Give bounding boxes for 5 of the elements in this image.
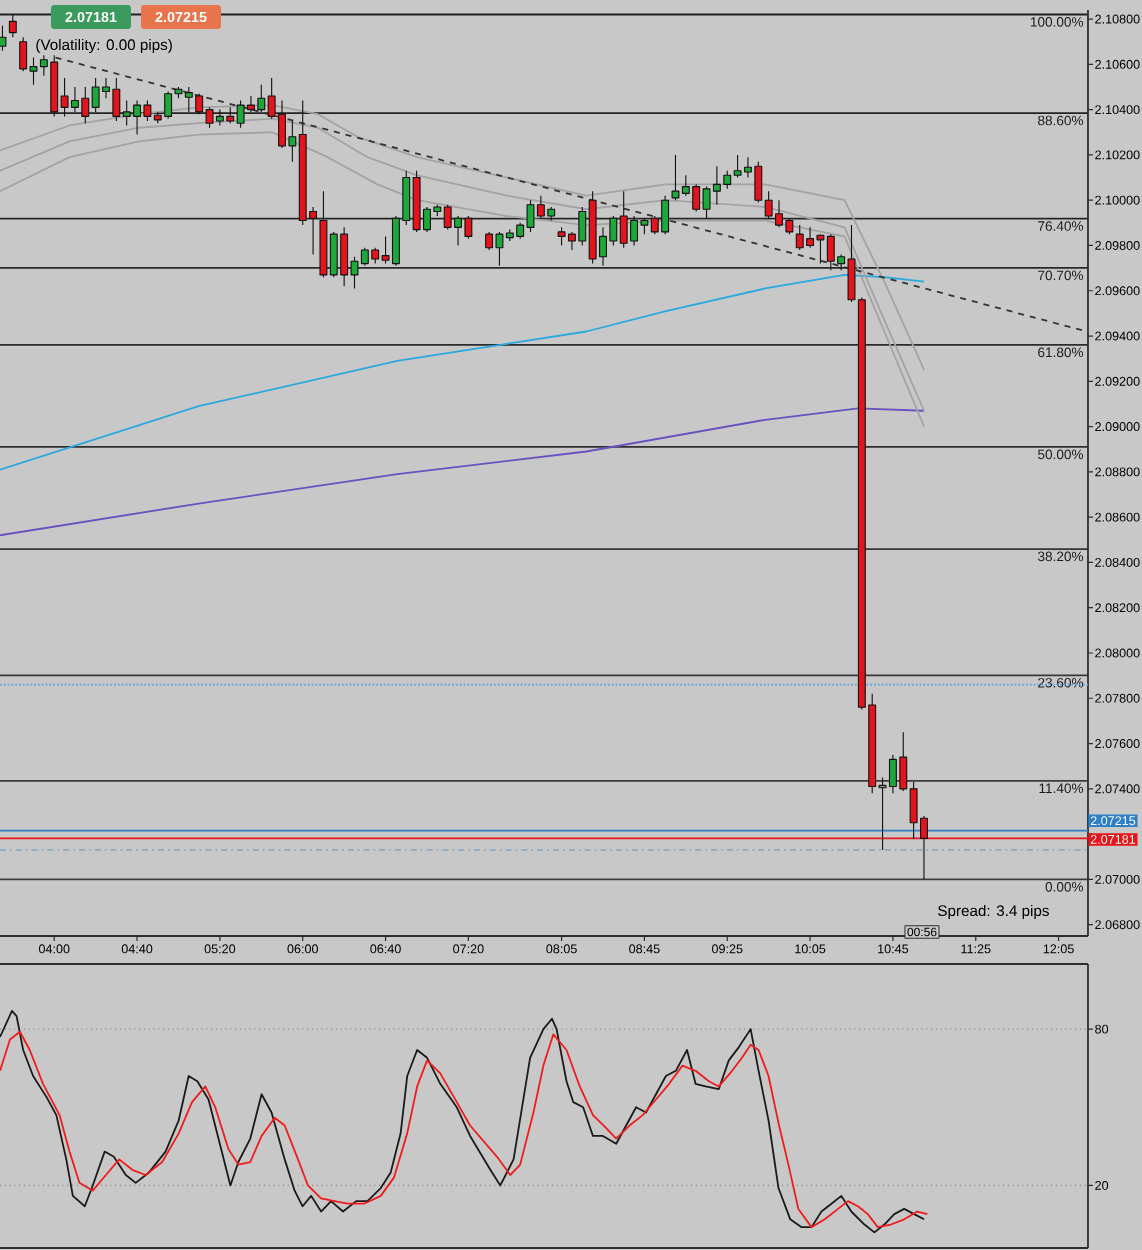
line-series [0,104,925,371]
line-series [0,274,925,471]
line-series [0,407,925,537]
candlestick [0,25,7,52]
candlestick [8,13,17,38]
